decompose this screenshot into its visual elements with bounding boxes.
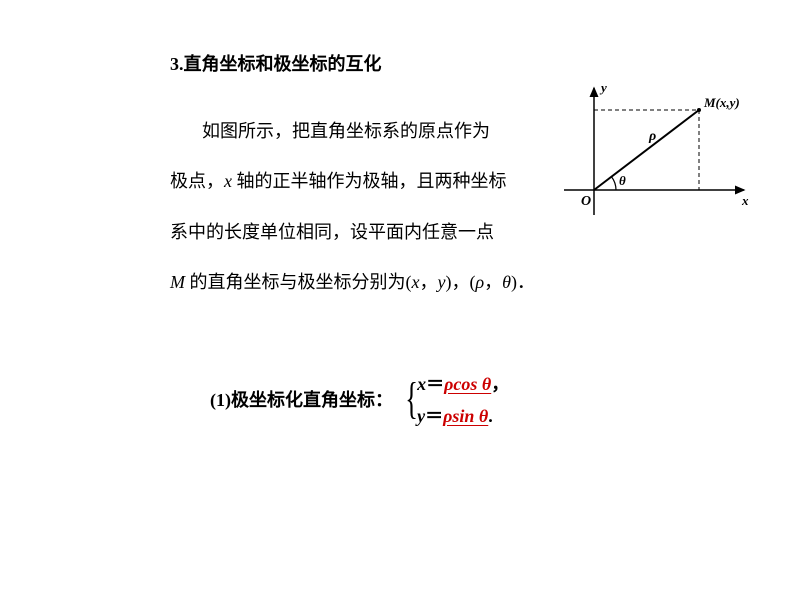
equation-1: x＝ρcos θ，: [417, 370, 509, 396]
eq2-eq: ＝: [425, 406, 443, 426]
paragraph-line-2: 极点，x 轴的正半轴作为极轴，且两种坐标: [170, 156, 530, 206]
rho-line: [594, 110, 699, 190]
formula-label: (1)极坐标化直角坐标：: [210, 386, 393, 412]
section-number: 3.: [170, 54, 184, 74]
origin-label: O: [581, 194, 591, 209]
var-rho: ρ: [476, 272, 485, 292]
point-m-label: M(x,y): [703, 95, 740, 110]
var-x: x: [224, 171, 232, 191]
rho-label: ρ: [648, 129, 656, 144]
eq2-punct: .: [488, 406, 493, 426]
diagram-svg: y x O M(x,y) ρ θ: [554, 80, 754, 225]
text-fragment: ，: [420, 272, 438, 292]
y-axis-label: y: [599, 80, 607, 95]
text-fragment: 的直角坐标与极坐标分别为(: [185, 272, 412, 292]
var-m: M: [170, 272, 185, 292]
coordinate-diagram: y x O M(x,y) ρ θ: [554, 80, 754, 225]
left-brace: {: [405, 377, 418, 421]
eq1-rhs: ρcos θ: [444, 374, 491, 394]
text-fragment: 如图所示，把直角坐标系的原点作为: [202, 121, 490, 141]
text-fragment: )，(: [446, 272, 476, 292]
var-x-2: x: [412, 272, 420, 292]
eq1-punct: ，: [491, 374, 509, 394]
theta-label: θ: [619, 173, 626, 188]
section-title-text: 直角坐标和极坐标的互化: [184, 54, 382, 74]
text-fragment: 轴的正半轴作为极轴，且两种坐标: [232, 171, 507, 191]
formula-section: (1)极坐标化直角坐标： { x＝ρcos θ， y＝ρsin θ.: [210, 370, 660, 428]
var-y: y: [438, 272, 446, 292]
eq2-lhs: y: [417, 406, 425, 426]
eq1-lhs: x: [417, 374, 426, 394]
point-m-dot: [697, 108, 701, 112]
x-axis-label: x: [741, 193, 749, 208]
brace-wrapper: { x＝ρcos θ， y＝ρsin θ.: [401, 370, 509, 428]
text-fragment: 系中的长度单位相同，设平面内任意一点: [170, 222, 494, 242]
var-theta: θ: [502, 272, 511, 292]
text-fragment: 极点，: [170, 171, 224, 191]
paragraph-line-1: 如图所示，把直角坐标系的原点作为: [170, 106, 530, 156]
text-fragment: ，: [484, 272, 502, 292]
section-title: 3.直角坐标和极坐标的互化: [170, 50, 730, 76]
text-fragment: )．: [511, 272, 535, 292]
eq1-eq: ＝: [426, 374, 444, 394]
paragraph-line-3: 系中的长度单位相同，设平面内任意一点: [170, 207, 530, 257]
equation-2: y＝ρsin θ.: [417, 402, 509, 428]
equations: x＝ρcos θ， y＝ρsin θ.: [417, 370, 509, 428]
paragraph-line-4: M 的直角坐标与极坐标分别为(x，y)，(ρ，θ)．: [170, 257, 650, 307]
eq2-rhs: ρsin θ: [443, 406, 488, 426]
theta-arc: [612, 177, 617, 190]
